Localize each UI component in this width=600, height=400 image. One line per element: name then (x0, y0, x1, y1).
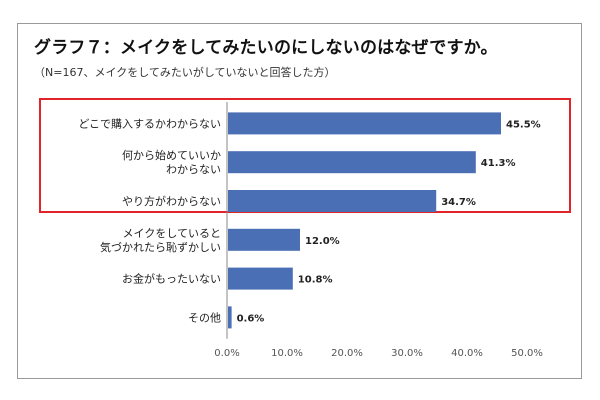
x-tick-label-2: 20.0% (331, 348, 363, 359)
bar-0 (228, 112, 501, 135)
x-tick-label-3: 30.0% (391, 348, 423, 359)
bar-5 (228, 306, 232, 329)
x-tick-label-5: 50.0% (511, 348, 543, 359)
value-label-5: 0.6% (237, 313, 265, 324)
category-label-3-1: 気づかれたら恥ずかしい (100, 240, 221, 254)
category-label-2: やり方がわからない (122, 194, 221, 208)
value-label-3: 12.0% (305, 236, 340, 247)
category-label-1-1: わからない (166, 163, 221, 176)
chart-title: グラフ７：メイクをしてみたいのにしないのはなぜですか。 (34, 38, 498, 58)
bar-4 (228, 267, 293, 290)
category-label-4: お金がもったいない (122, 272, 221, 286)
bar-2 (228, 190, 437, 212)
category-label-0: どこで購入するかわからない (78, 116, 221, 130)
x-tick-label-0: 0.0% (214, 348, 239, 359)
value-label-1: 41.3% (481, 158, 516, 169)
chart-subtitle: （N=167、メイクをしてみたいがしていないと回答した方） (34, 66, 336, 79)
category-label-3-0: メイクをしていると (123, 227, 221, 240)
bar-1 (228, 151, 476, 174)
category-label-5: その他 (188, 311, 221, 324)
x-tick-label-1: 10.0% (271, 348, 303, 359)
x-tick-label-4: 40.0% (451, 348, 483, 359)
category-label-1-0: 何から始めていいか (122, 148, 221, 162)
value-label-4: 10.8% (298, 275, 333, 286)
bar-3 (228, 228, 300, 251)
value-label-2: 34.7% (441, 197, 476, 208)
value-label-0: 45.5% (506, 119, 541, 130)
